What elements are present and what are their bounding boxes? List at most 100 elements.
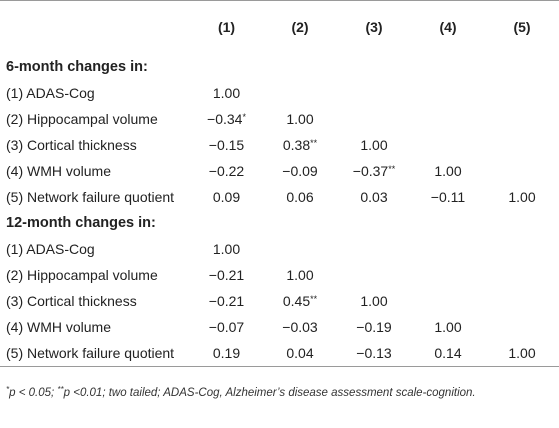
header-cell-3: (3) xyxy=(365,19,383,35)
cell-value: 0.38 xyxy=(282,137,311,153)
cell-value: −0.21 xyxy=(208,293,245,309)
cell-value: 0.03 xyxy=(360,189,388,205)
cell-value: 1.00 xyxy=(434,163,462,179)
cell-value: 1.00 xyxy=(360,137,388,153)
table-cell: −0.21 xyxy=(190,288,263,314)
table-cell: −0.07 xyxy=(190,314,263,340)
table-cell xyxy=(411,132,485,158)
table-cell xyxy=(485,132,559,158)
section-header-row: 12-month changes in: xyxy=(0,210,559,236)
cell-value: 1.00 xyxy=(360,293,388,309)
table-cell xyxy=(411,80,485,106)
table-row: (4) WMH volume −0.07 −0.03 −0.19 1.00 xyxy=(0,314,559,340)
table-cell: 0.03 xyxy=(337,184,411,210)
header-row: (1) (2) (3) (4) (5) xyxy=(0,1,559,54)
table-cell xyxy=(263,80,337,106)
table-cell: 0.09 xyxy=(190,184,263,210)
significance-marker: ** xyxy=(310,294,318,304)
table-cell: −0.21 xyxy=(190,262,263,288)
table-cell: −0.11 xyxy=(411,184,485,210)
table-footnote: *p < 0.05; **p <0.01; two tailed; ADAS-C… xyxy=(6,384,551,403)
row-label: (5) Network failure quotient xyxy=(6,345,175,361)
table-cell: 1.00 xyxy=(337,288,411,314)
significance-marker: ** xyxy=(388,164,396,174)
row-label: (1) ADAS-Cog xyxy=(6,241,95,257)
table-cell: 1.00 xyxy=(263,106,337,132)
table-cell: 0.14 xyxy=(411,340,485,366)
cell-value: −0.37 xyxy=(352,163,389,179)
row-label: (4) WMH volume xyxy=(6,163,112,179)
table-cell xyxy=(485,314,559,340)
table-cell: 0.38** xyxy=(263,132,337,158)
table-cell xyxy=(485,288,559,314)
row-label: (2) Hippocampal volume xyxy=(6,111,158,127)
table-cell xyxy=(411,236,485,262)
table-cell: −0.03 xyxy=(263,314,337,340)
cell-value: −0.07 xyxy=(208,319,245,335)
table-cell: 0.45** xyxy=(263,288,337,314)
cell-value: −0.34 xyxy=(207,111,243,127)
table-cell xyxy=(263,236,337,262)
cell-value: −0.09 xyxy=(282,163,318,179)
cell-value: −0.15 xyxy=(208,137,245,153)
table-cell xyxy=(485,106,559,132)
table-row: (2) Hippocampal volume −0.21 1.00 xyxy=(0,262,559,288)
header-cell-label xyxy=(0,1,190,54)
cell-value: 1.00 xyxy=(508,345,536,361)
table-cell: −0.37** xyxy=(337,158,411,184)
row-label: (5) Network failure quotient xyxy=(6,189,175,205)
table-cell: 1.00 xyxy=(485,184,559,210)
table-cell xyxy=(485,80,559,106)
table-cell xyxy=(411,106,485,132)
cell-value: −0.21 xyxy=(208,267,245,283)
cell-value: 0.09 xyxy=(212,189,241,205)
cell-value: 1.00 xyxy=(212,85,241,101)
table-cell: −0.22 xyxy=(190,158,263,184)
correlation-table-container: (1) (2) (3) (4) (5) 6-month changes in: (… xyxy=(0,0,559,367)
table-cell xyxy=(337,80,411,106)
cell-value: 0.04 xyxy=(286,345,314,361)
footnote-star-2: ** xyxy=(57,385,64,394)
table-cell: 0.04 xyxy=(263,340,337,366)
table-cell: 1.00 xyxy=(337,132,411,158)
table-cell: 0.06 xyxy=(263,184,337,210)
table-cell: −0.13 xyxy=(337,340,411,366)
table-cell xyxy=(337,262,411,288)
table-cell: 0.19 xyxy=(190,340,263,366)
significance-marker: * xyxy=(242,112,246,122)
table-cell: 1.00 xyxy=(190,236,263,262)
table-cell: −0.15 xyxy=(190,132,263,158)
table-row: (2) Hippocampal volume −0.34* 1.00 xyxy=(0,106,559,132)
table-cell: 1.00 xyxy=(263,262,337,288)
table-row: (5) Network failure quotient 0.19 0.04 −0.1… xyxy=(0,340,559,366)
cell-value: −0.19 xyxy=(356,319,392,335)
row-label: (4) WMH volume xyxy=(6,319,112,335)
table-cell xyxy=(337,236,411,262)
table-cell xyxy=(485,236,559,262)
table-cell: 1.00 xyxy=(411,158,485,184)
table-row: (1) ADAS-Cog 1.00 xyxy=(0,236,559,262)
cell-value: 0.14 xyxy=(434,345,462,361)
footnote-star-1: * xyxy=(6,385,10,394)
table-cell xyxy=(485,262,559,288)
table-cell: 1.00 xyxy=(411,314,485,340)
table-row: (3) Cortical thickness −0.21 0.45** 1.00 xyxy=(0,288,559,314)
row-label: (1) ADAS-Cog xyxy=(6,85,95,101)
footnote-text-1: p < 0.05; xyxy=(9,387,58,399)
table-cell xyxy=(337,106,411,132)
header-cell-5: (5) xyxy=(513,19,531,35)
table-cell xyxy=(411,262,485,288)
header-cell-4: (4) xyxy=(439,19,457,35)
section-title: 6-month changes in: xyxy=(6,59,148,75)
cell-value: 1.00 xyxy=(286,111,314,127)
section-title: 12-month changes in: xyxy=(6,215,156,231)
cell-value: −0.11 xyxy=(430,189,466,205)
table-body: 6-month changes in: (1) ADAS-Cog 1.00 (2) H… xyxy=(0,54,559,366)
section-header-row: 6-month changes in: xyxy=(0,54,559,80)
footnote-text-2: p <0.01; two tailed; ADAS-Cog, Alzheimer… xyxy=(63,387,476,399)
table-row: (5) Network failure quotient 0.09 0.06 0.03… xyxy=(0,184,559,210)
table-cell xyxy=(485,158,559,184)
row-label: (3) Cortical thickness xyxy=(6,293,137,309)
table-cell: −0.19 xyxy=(337,314,411,340)
top-rule xyxy=(0,0,559,1)
